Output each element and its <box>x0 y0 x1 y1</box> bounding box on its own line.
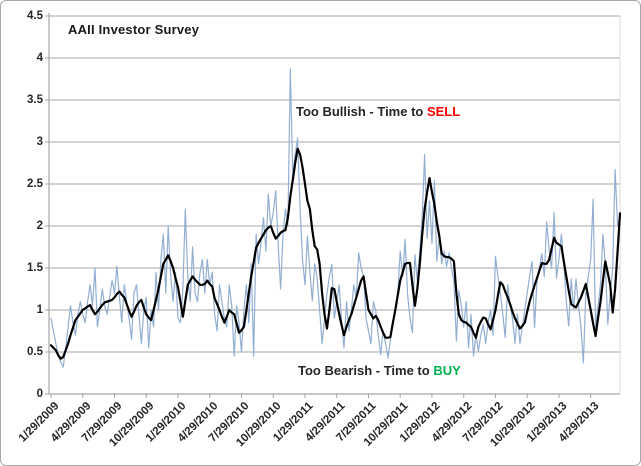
y-tick-label: 0.5 <box>27 346 43 358</box>
y-tick-label: 2.5 <box>27 178 43 190</box>
smoothed-series-line <box>49 147 622 360</box>
annotation-too-bearish: Too Bearish - Time to BUY <box>298 363 461 378</box>
weekly-series-line <box>50 68 621 368</box>
y-tick-label: 0 <box>36 388 43 400</box>
annotation-sell-label: SELL <box>426 104 461 119</box>
y-tick-label: 1.5 <box>27 262 43 274</box>
y-tick-label: 3 <box>36 136 43 148</box>
annotation-too-bullish: Too Bullish - Time to SELL <box>296 104 460 119</box>
annotation-too-bearish-text: Too Bearish - Time to <box>298 363 434 378</box>
y-tick-label: 4 <box>36 52 43 64</box>
y-tick-label: 2 <box>36 220 43 232</box>
annotation-too-bullish-text: Too Bullish - Time to <box>296 104 427 119</box>
annotation-buy-label: BUY <box>433 363 461 378</box>
chart-title: AAII Investor Survey <box>68 22 200 37</box>
y-tick-label: 3.5 <box>27 94 43 106</box>
y-tick-label: 4.5 <box>27 10 43 22</box>
y-tick-label: 1 <box>36 304 43 316</box>
